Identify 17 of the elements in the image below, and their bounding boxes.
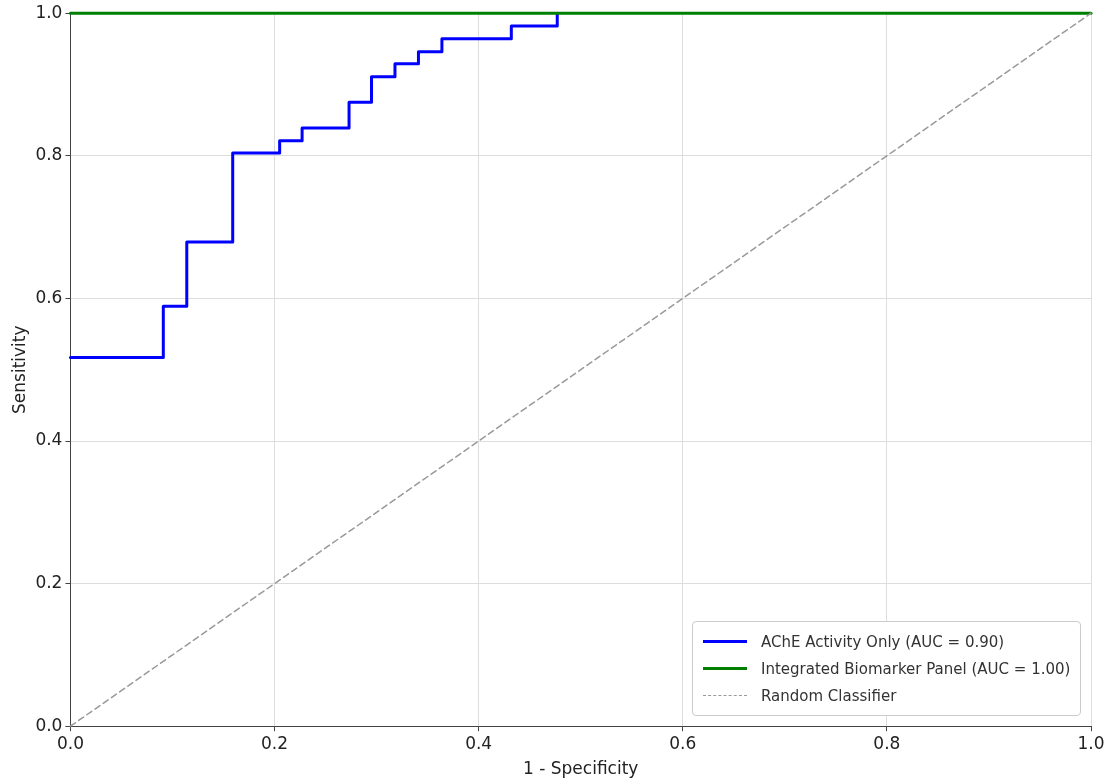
- y-tick-label: 0.4: [35, 429, 63, 450]
- y-tick-label: 0.6: [35, 286, 63, 307]
- x-tick-label: 0.4: [465, 732, 493, 753]
- y-tick-label: 0.2: [35, 572, 63, 593]
- x-tick-label: 0.0: [56, 732, 84, 753]
- x-tick-label: 0.8: [873, 732, 901, 753]
- legend-label: Integrated Biomarker Panel (AUC = 1.00): [761, 659, 1071, 678]
- x-tick-label: 1.0: [1077, 732, 1105, 753]
- y-tick-label: 1.0: [35, 1, 63, 22]
- y-tick-label: 0.0: [35, 714, 63, 735]
- y-tick-label: 0.8: [35, 144, 63, 165]
- x-tick-label: 0.2: [261, 732, 289, 753]
- legend-label: AChE Activity Only (AUC = 0.90): [761, 632, 1005, 651]
- y-axis-title: Sensitivity: [8, 325, 29, 414]
- x-tick-label: 0.6: [669, 732, 697, 753]
- x-axis-title: 1 - Specificity: [523, 758, 639, 779]
- legend-label: Random Classifier: [761, 686, 897, 705]
